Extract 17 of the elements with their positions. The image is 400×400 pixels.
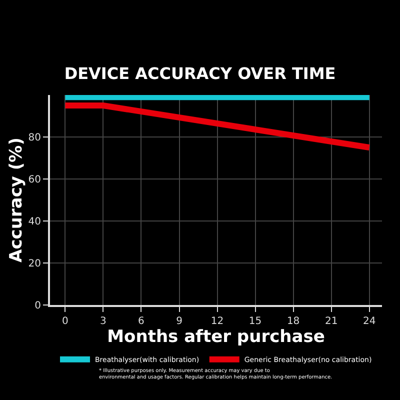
y-axis-title: Accuracy (%) [6, 138, 26, 262]
x-tick-label: 18 [286, 316, 300, 327]
x-tick-label: 0 [62, 316, 68, 327]
y-tick-label: 0 [34, 300, 41, 312]
x-axis-title: Months after purchase [107, 327, 325, 347]
x-tick-label: 3 [100, 316, 106, 327]
y-tick-label: 40 [28, 216, 41, 228]
y-tick-label: 80 [28, 132, 41, 144]
y-tick-label: 20 [28, 258, 41, 270]
x-tick-label: 9 [176, 316, 182, 327]
x-tick-label: 21 [324, 316, 338, 327]
x-tick-label: 15 [248, 316, 262, 327]
chart-title: DEVICE ACCURACY OVER TIME [64, 64, 336, 84]
x-tick-label: 24 [362, 316, 376, 327]
x-tick-label: 12 [210, 316, 224, 327]
x-tick-label: 6 [138, 316, 144, 327]
y-tick-label: 60 [28, 174, 41, 186]
